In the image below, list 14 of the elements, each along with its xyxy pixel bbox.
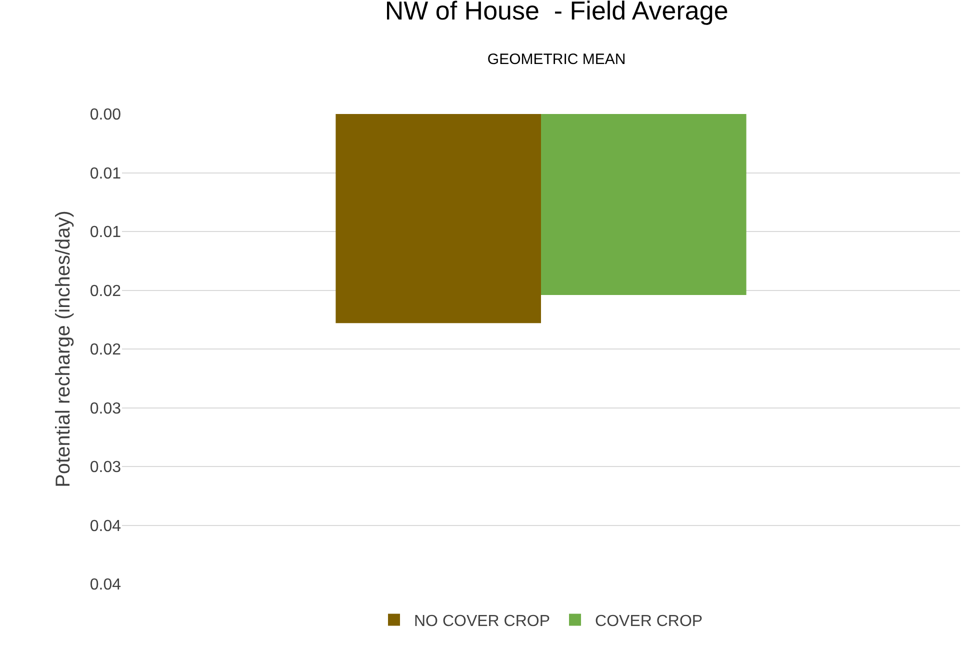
y-tick-label: 0.02: [90, 342, 122, 359]
legend-label: NO COVER CROP: [414, 612, 550, 630]
chart-subtitle: GEOMETRIC MEAN: [487, 50, 626, 68]
y-tick-label: 0.02: [90, 282, 122, 300]
y-tick-label: 0.04: [90, 518, 122, 535]
y-tick-label: 0.01: [90, 224, 122, 242]
y-tick-label: 0.03: [90, 459, 122, 476]
chart-title: NW of House - Field Average: [384, 0, 728, 26]
y-tick-label: 0.01: [90, 165, 122, 182]
legend-label: COVER CROP: [595, 612, 703, 630]
y-tick-label: 0.00: [90, 106, 122, 124]
y-axis-title: Potential recharge (inches/day): [52, 210, 74, 488]
y-tick-label: 0.04: [90, 576, 122, 594]
y-tick-label: 0.03: [90, 400, 122, 418]
